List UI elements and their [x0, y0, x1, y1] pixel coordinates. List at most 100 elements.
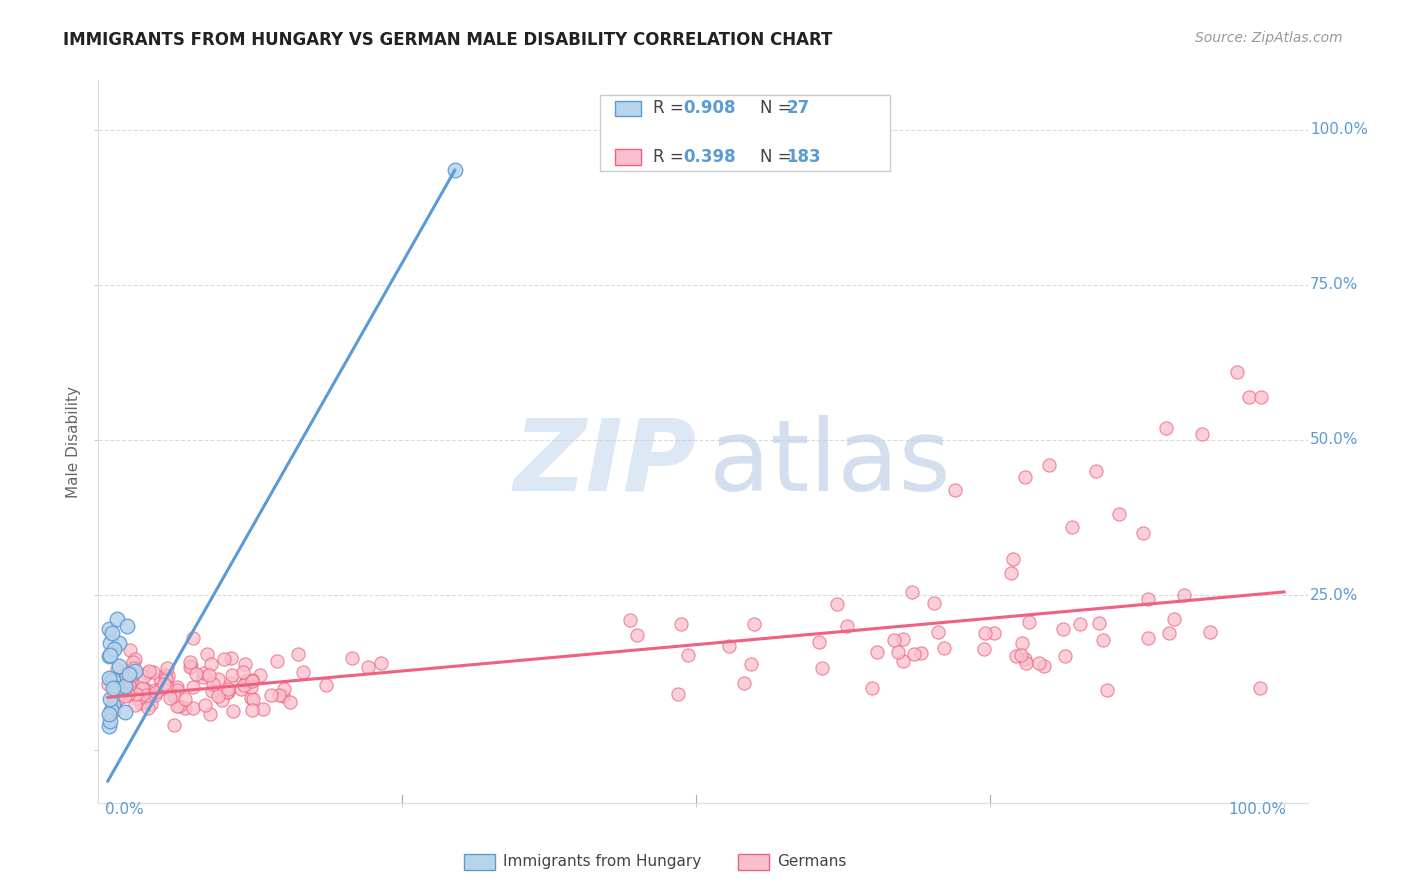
Point	[370, 656, 392, 670]
Point	[1084, 464, 1107, 478]
Point	[1000, 566, 1022, 581]
Point	[173, 692, 195, 706]
Point	[120, 676, 142, 690]
Point	[115, 665, 138, 680]
Point	[1095, 682, 1118, 697]
Point	[131, 681, 153, 695]
Point	[742, 617, 765, 632]
Point	[825, 597, 848, 611]
Point	[122, 661, 145, 675]
Point	[104, 679, 127, 693]
Point	[105, 662, 128, 676]
Point	[1018, 615, 1040, 630]
Point	[163, 718, 186, 732]
Point	[115, 618, 138, 632]
Point	[240, 673, 263, 688]
Point	[733, 675, 755, 690]
Point	[155, 672, 177, 686]
Point	[1069, 617, 1091, 632]
Point	[866, 645, 889, 659]
Point	[198, 668, 221, 682]
Point	[1038, 458, 1060, 472]
Point	[273, 681, 295, 696]
Point	[136, 665, 159, 680]
Point	[105, 612, 128, 626]
Point	[167, 699, 190, 714]
Text: Germans: Germans	[778, 855, 846, 869]
Point	[117, 679, 139, 693]
Point	[117, 671, 139, 685]
Point	[718, 639, 741, 653]
Point	[181, 631, 204, 645]
Point	[115, 668, 138, 682]
Point	[1011, 636, 1033, 650]
Point	[149, 673, 172, 687]
Point	[443, 163, 465, 178]
Point	[266, 654, 288, 668]
Point	[114, 689, 136, 703]
Text: 27: 27	[786, 100, 810, 118]
Point	[671, 616, 693, 631]
Point	[252, 702, 274, 716]
Point	[1237, 390, 1260, 404]
Point	[127, 690, 149, 705]
Point	[837, 619, 859, 633]
Text: 25.0%: 25.0%	[1310, 588, 1358, 602]
Point	[1002, 551, 1025, 566]
Point	[149, 682, 172, 697]
Point	[120, 643, 142, 657]
Point	[115, 684, 138, 698]
Point	[1010, 648, 1032, 663]
Point	[103, 690, 125, 704]
Point	[1249, 681, 1271, 696]
Point	[159, 690, 181, 705]
Point	[114, 705, 136, 719]
Point	[101, 672, 124, 686]
Point	[110, 667, 132, 681]
Point	[180, 659, 202, 673]
FancyBboxPatch shape	[614, 149, 641, 165]
Point	[1137, 631, 1160, 645]
Point	[101, 673, 124, 687]
Point	[138, 664, 160, 678]
Point	[1014, 657, 1036, 671]
Point	[943, 483, 966, 497]
Point	[98, 622, 121, 636]
Point	[1173, 588, 1195, 602]
Point	[1108, 508, 1130, 522]
Point	[124, 664, 146, 678]
Point	[233, 657, 256, 671]
Text: 100.0%: 100.0%	[1310, 122, 1368, 137]
Point	[153, 677, 176, 691]
Point	[107, 681, 129, 696]
Point	[666, 687, 689, 701]
Point	[810, 661, 832, 675]
Point	[125, 687, 148, 701]
Point	[143, 688, 166, 702]
Point	[1156, 420, 1178, 434]
Point	[117, 687, 139, 701]
Point	[215, 684, 238, 698]
Text: R =: R =	[654, 100, 685, 118]
Point	[101, 626, 124, 640]
Text: IMMIGRANTS FROM HUNGARY VS GERMAN MALE DISABILITY CORRELATION CHART: IMMIGRANTS FROM HUNGARY VS GERMAN MALE D…	[63, 31, 832, 49]
Text: 50.0%: 50.0%	[1310, 433, 1358, 448]
Point	[150, 674, 173, 689]
Point	[108, 690, 131, 705]
Text: R =: R =	[654, 148, 685, 166]
Point	[100, 703, 122, 717]
Point	[135, 682, 157, 697]
Point	[219, 651, 242, 665]
Point	[179, 660, 201, 674]
Point	[97, 677, 120, 691]
Point	[166, 682, 188, 697]
FancyBboxPatch shape	[600, 95, 890, 170]
Point	[194, 698, 217, 713]
Point	[217, 685, 239, 699]
Point	[1014, 652, 1036, 666]
Point	[129, 697, 152, 711]
FancyBboxPatch shape	[614, 101, 641, 117]
Y-axis label: Male Disability: Male Disability	[66, 385, 82, 498]
Point	[107, 658, 129, 673]
Point	[217, 681, 239, 696]
